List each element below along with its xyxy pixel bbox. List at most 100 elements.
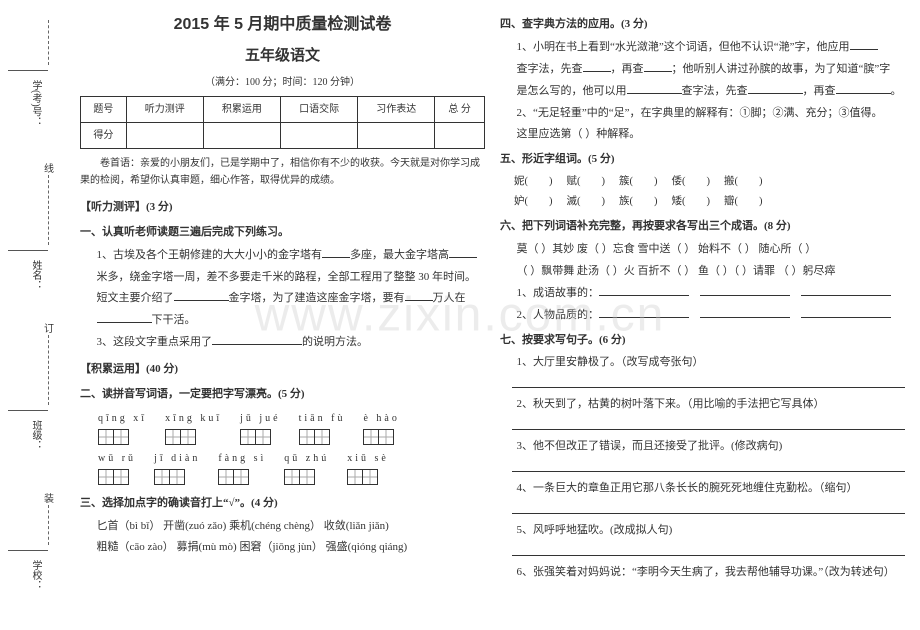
text: 。 (891, 85, 902, 97)
pinyin: è hào (363, 409, 399, 428)
char-grid[interactable] (98, 429, 147, 445)
char-grid[interactable] (165, 429, 222, 445)
text: 短文主要介绍了 (97, 292, 174, 304)
blank[interactable] (748, 83, 803, 94)
answer-line[interactable] (512, 377, 905, 388)
char-grid[interactable] (218, 469, 266, 485)
blank[interactable] (644, 61, 672, 72)
q7-s5: 5、风呼呼地猛吹。(改成拟人句) (500, 520, 905, 541)
pair[interactable]: 倭( ) (672, 172, 711, 192)
pinyin: jī diàn (154, 449, 200, 468)
q4-item1: 1、小明在书上看到“水光潋滟”这个词语，但他不认识“滟”字，他应用 (500, 37, 905, 58)
table-row: 得分 (81, 122, 485, 148)
exam-subtitle: 五年级语文 (80, 42, 485, 71)
score-table: 题号 听力测评 积累运用 口语交际 习作表达 总 分 得分 (80, 96, 485, 149)
answer-line[interactable] (512, 419, 905, 430)
q7-s1: 1、大厅里安静极了。（改写成夸张句） (500, 352, 905, 373)
pinyin-group: xiū sè (347, 449, 389, 485)
blank[interactable] (801, 285, 891, 296)
char-grid[interactable] (299, 429, 346, 445)
pinyin-group: xīng kuī (165, 409, 222, 445)
exam-title: 2015 年 5 月期中质量检测试卷 (80, 10, 485, 40)
char-grid[interactable] (347, 469, 389, 485)
pair[interactable]: 滅( ) (567, 192, 606, 212)
answer-line[interactable] (512, 545, 905, 556)
blank[interactable] (97, 312, 152, 323)
pair[interactable]: 瓣( ) (724, 192, 763, 212)
cell (358, 122, 435, 148)
text: 1、成语故事的： (517, 287, 600, 299)
char-grid[interactable] (98, 469, 136, 485)
binding-label-class: 班级： (28, 420, 43, 450)
q6-line4: 2、人物品质的： (500, 305, 905, 326)
blank[interactable] (212, 334, 302, 345)
pair[interactable]: 搬( ) (724, 172, 763, 192)
text: 是怎么写的，他可以用 (517, 85, 627, 97)
q1-item3: 3、这段文字重点采用了的说明方法。 (80, 332, 485, 353)
preface-note: 卷首语：亲爱的小朋友们，已是学期中了，相信你有不少的收获。今天就是对你学习成果的… (80, 155, 485, 189)
section-accum: 【积累运用】(40 分) (80, 359, 485, 380)
cell (435, 122, 485, 148)
cell (281, 122, 358, 148)
pinyin-group: tiān fù (299, 409, 346, 445)
left-page: 2015 年 5 月期中质量检测试卷 五年级语文 （满分：100 分；时间：12… (80, 10, 485, 558)
q7-s2: 2、秋天到了，枯黄的树叶落下来。（用比喻的手法把它写具体） (500, 394, 905, 415)
blank[interactable] (850, 39, 878, 50)
blank[interactable] (405, 290, 433, 301)
pinyin-group: jī diàn (154, 449, 200, 485)
q7-s6: 6、张强笑着对妈妈说：“李明今天生病了，我去帮他辅导功课。”（改为转述句） (500, 562, 905, 583)
binding-label-name: 姓名： (28, 260, 43, 290)
pair[interactable]: 族( ) (619, 192, 658, 212)
char-grid[interactable] (284, 469, 329, 485)
char-grid[interactable] (363, 429, 399, 445)
pinyin: jū jué (240, 409, 281, 428)
table-row: 题号 听力测评 积累运用 口语交际 习作表达 总 分 (81, 96, 485, 122)
cell: 口语交际 (281, 96, 358, 122)
binding-label-school: 学校： (28, 560, 43, 590)
pinyin-row-1: qīng xī xīng kuī jū jué tiān fù è hào (98, 409, 485, 445)
cell: 得分 (81, 122, 127, 148)
text: ；他听别人讲过孙膑的故事，为了知道“膑”字 (672, 63, 891, 75)
blank[interactable] (583, 61, 611, 72)
text: 3、这段文字重点采用了 (97, 336, 213, 348)
q7-s3: 3、他不但改正了错误，而且还接受了批评。(修改病句) (500, 436, 905, 457)
binding-sep-ding: 订 (44, 320, 54, 335)
q1-item1: 1、古埃及各个王朝修建的大大小小的金字塔有 多座，最大金字塔高 (80, 245, 485, 266)
q1-item2b: 下干活。 (80, 310, 485, 331)
pair[interactable]: 妮( ) (514, 172, 553, 192)
blank[interactable] (627, 83, 682, 94)
right-page: 四、查字典方法的应用。(3 分) 1、小明在书上看到“水光潋滟”这个词语，但他不… (500, 10, 905, 584)
q5-head: 五、形近字组词。(5 分) (500, 149, 905, 170)
q3-head: 三、选择加点字的确读音打上“√”。(4 分) (80, 493, 485, 514)
blank[interactable] (174, 290, 229, 301)
char-grid[interactable] (154, 469, 200, 485)
text: 万人在 (433, 292, 466, 304)
pair[interactable]: 矮( ) (672, 192, 711, 212)
text: ，再查 (803, 85, 836, 97)
pinyin: qīng xī (98, 409, 147, 428)
blank[interactable] (599, 307, 689, 318)
text: 查字法，先查 (682, 85, 748, 97)
binding-label-id: 学(考)号： (28, 80, 43, 127)
blank[interactable] (700, 307, 790, 318)
pair[interactable]: 妒( ) (514, 192, 553, 212)
answer-line[interactable] (512, 503, 905, 514)
answer-line[interactable] (512, 461, 905, 472)
cell (126, 122, 203, 148)
pair[interactable]: 赋( ) (567, 172, 606, 192)
q1-item1b: 米多，绕金字塔一周，差不多要走千米的路程，全部工程用了整整 30 年时间。 (80, 267, 485, 288)
pair[interactable]: 簇( ) (619, 172, 658, 192)
blank[interactable] (801, 307, 891, 318)
binding-dotline (48, 505, 49, 545)
cell: 积累运用 (203, 96, 280, 122)
text: 多座，最大金字塔高 (350, 249, 449, 261)
blank[interactable] (836, 83, 891, 94)
text: 金字塔，为了建造这座金字塔，要有 (229, 292, 405, 304)
blank[interactable] (599, 285, 689, 296)
blank[interactable] (449, 247, 477, 258)
char-grid[interactable] (240, 429, 281, 445)
binding-sep-zhuang: 装 (44, 490, 54, 505)
blank[interactable] (322, 247, 350, 258)
text: 1、古埃及各个王朝修建的大大小小的金字塔有 (97, 249, 323, 261)
blank[interactable] (700, 285, 790, 296)
